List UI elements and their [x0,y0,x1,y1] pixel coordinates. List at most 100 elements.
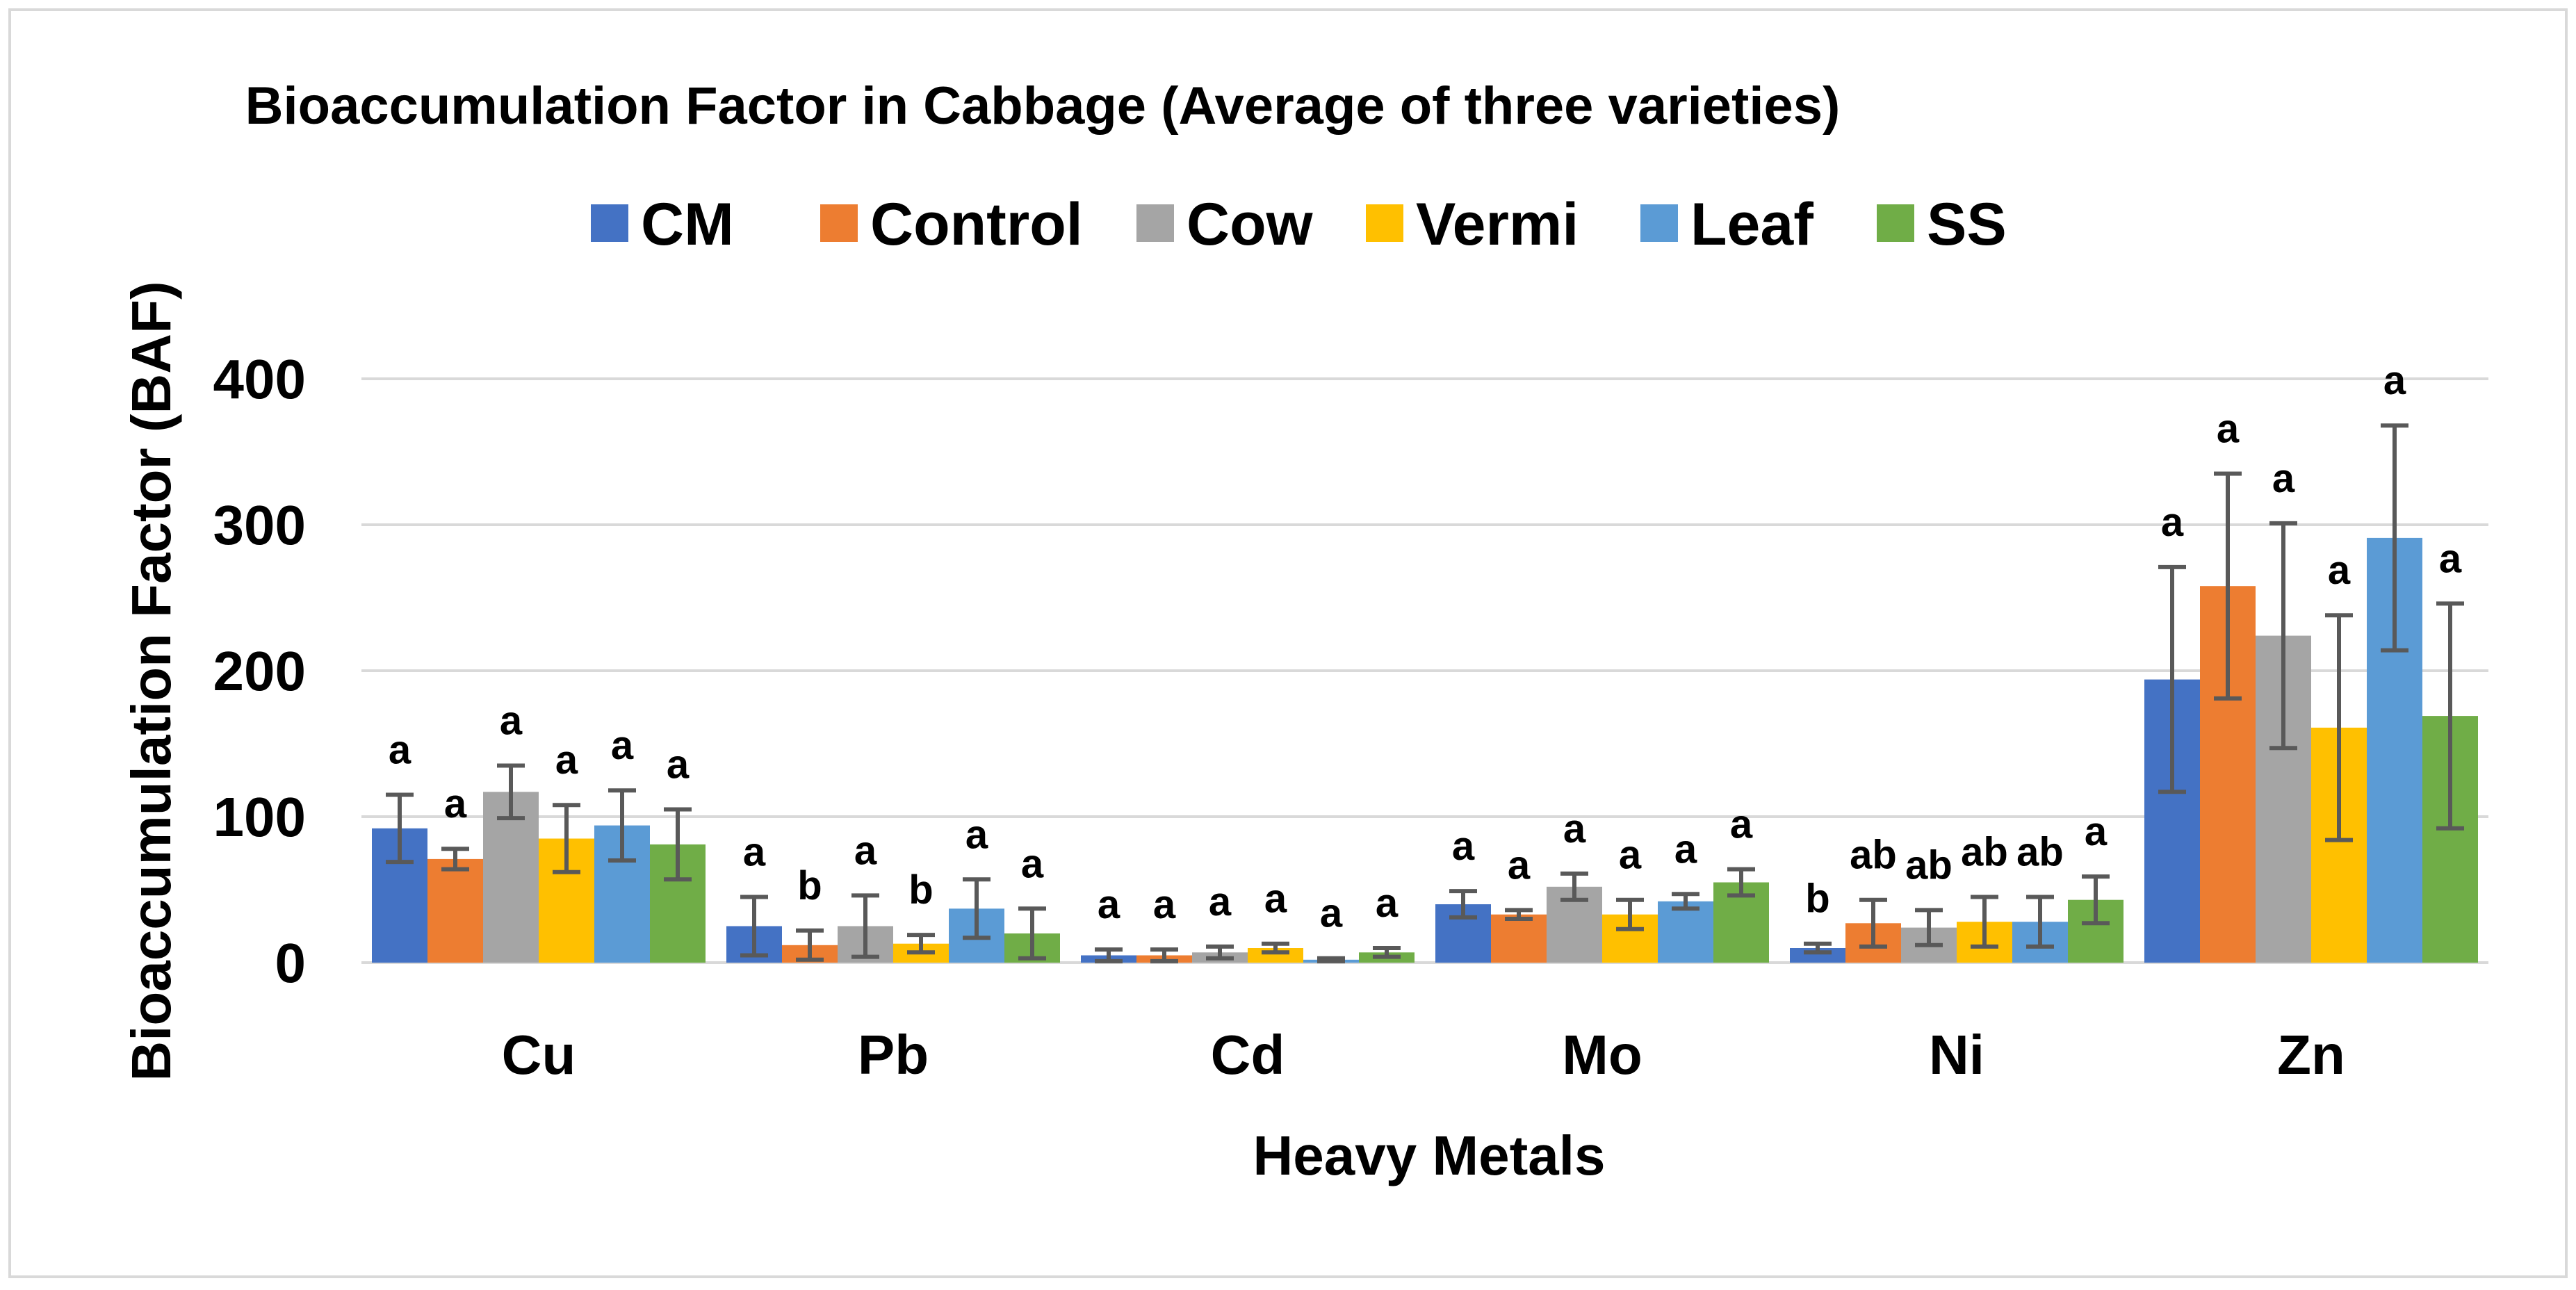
error-bar [1672,892,1699,911]
significance-letter: a [1320,891,1343,936]
significance-letter: ab [1850,833,1897,878]
legend-swatch [820,204,858,242]
significance-letter: a [965,812,988,857]
legend-swatch [1366,204,1403,242]
significance-letter: a [611,723,634,768]
legend-swatch [1136,204,1174,242]
significance-letter: a [1619,833,1642,878]
legend-label: CM [641,191,734,258]
error-bar [1560,871,1588,902]
error-bar [1616,897,1644,931]
y-tick-label: 300 [213,494,306,556]
significance-letter: a [500,699,523,744]
error-bar [1727,867,1755,898]
error-bar [608,788,636,863]
legend: CM Control Cow Vermi Leaf SS [591,191,2007,258]
legend-label: Vermi [1416,191,1579,258]
error-bar [1373,946,1401,959]
significance-letter: a [667,742,690,787]
error-bar [497,763,525,821]
x-tick-label: Zn [2277,1024,2345,1086]
bars [372,537,2478,963]
error-bar [2436,601,2464,831]
error-bar [386,792,414,865]
significance-letter: a [444,781,467,826]
legend-swatch [591,204,628,242]
error-bar [1449,889,1477,920]
chart-title: Bioaccumulation Factor in Cabbage (Avera… [245,76,1841,136]
significance-letter: a [555,737,578,783]
legend-label: Cow [1187,191,1314,258]
y-tick-label: 400 [213,348,306,410]
significance-letter: a [1508,842,1531,888]
significance-letter: b [797,863,822,908]
significance-letter: a [2328,548,2351,593]
error-bar [2026,895,2054,949]
significance-letter: a [854,828,877,873]
error-bar [2082,874,2110,926]
significance-letter: a [2161,500,2184,545]
error-bar [1971,895,1998,949]
error-bar [1262,941,1289,955]
significance-letter: b [1805,876,1829,922]
y-axis-ticks: 0 100 200 300 400 [213,348,306,994]
significance-letter: a [1563,806,1586,851]
error-bar [851,893,879,959]
error-bar [553,803,580,874]
x-axis-title: Heavy Metals [1253,1125,1606,1186]
gridlines [361,377,2488,964]
significance-letter: ab [2016,830,2064,875]
significance-letter: a [1098,882,1120,927]
x-tick-label: Mo [1562,1024,1642,1086]
error-bar [664,807,692,882]
significance-letter: a [2217,407,2240,452]
legend-item-control: Control [820,191,1083,258]
error-bar [1804,941,1832,955]
error-bars [386,423,2464,963]
error-bar [1859,897,1887,949]
x-tick-label: Cu [502,1024,576,1086]
x-tick-label: Pb [858,1024,929,1086]
significance-letter: a [1376,881,1399,926]
error-bar [1018,906,1046,961]
bar-control-cu [427,858,483,963]
significance-letter: a [389,728,411,773]
legend-label: Leaf [1690,191,1813,258]
legend-item-leaf: Leaf [1640,191,1813,258]
legend-item-cow: Cow [1136,191,1314,258]
error-bar [2325,613,2353,842]
error-bar [740,895,768,958]
error-bar [2381,423,2408,653]
error-bar [1317,956,1345,963]
error-bar [2269,521,2297,751]
legend-swatch [1877,204,1914,242]
significance-letter: ab [1905,842,1953,888]
significance-letter: a [2439,536,2462,581]
legend-item-cm: CM [591,191,734,258]
chart-border [8,8,2568,1278]
x-tick-label: Ni [1929,1024,1984,1086]
significance-letter: a [2272,456,2295,501]
bar-cow-cu [483,792,539,963]
error-bar [1095,947,1123,963]
x-axis-ticks: Cu Pb Cd Mo Ni Zn [502,1024,2345,1086]
error-bar [1505,908,1533,921]
significance-letter: a [1153,882,1176,927]
error-bar [907,933,935,955]
y-tick-label: 100 [213,786,306,848]
significance-letter: ab [1961,830,2008,875]
significance-letter: a [2085,809,2108,854]
legend-item-ss: SS [1877,191,2007,258]
y-axis-title: Bioaccumulation Factor (BAF) [120,281,182,1081]
significance-letter: a [1209,879,1232,924]
error-bar [1206,944,1234,961]
error-bar [2158,564,2186,794]
significance-letter: b [908,867,933,913]
error-bar [1915,908,1943,947]
y-tick-label: 0 [275,932,307,994]
bar-leaf-mo [1658,901,1713,963]
legend-label: Control [870,191,1083,258]
